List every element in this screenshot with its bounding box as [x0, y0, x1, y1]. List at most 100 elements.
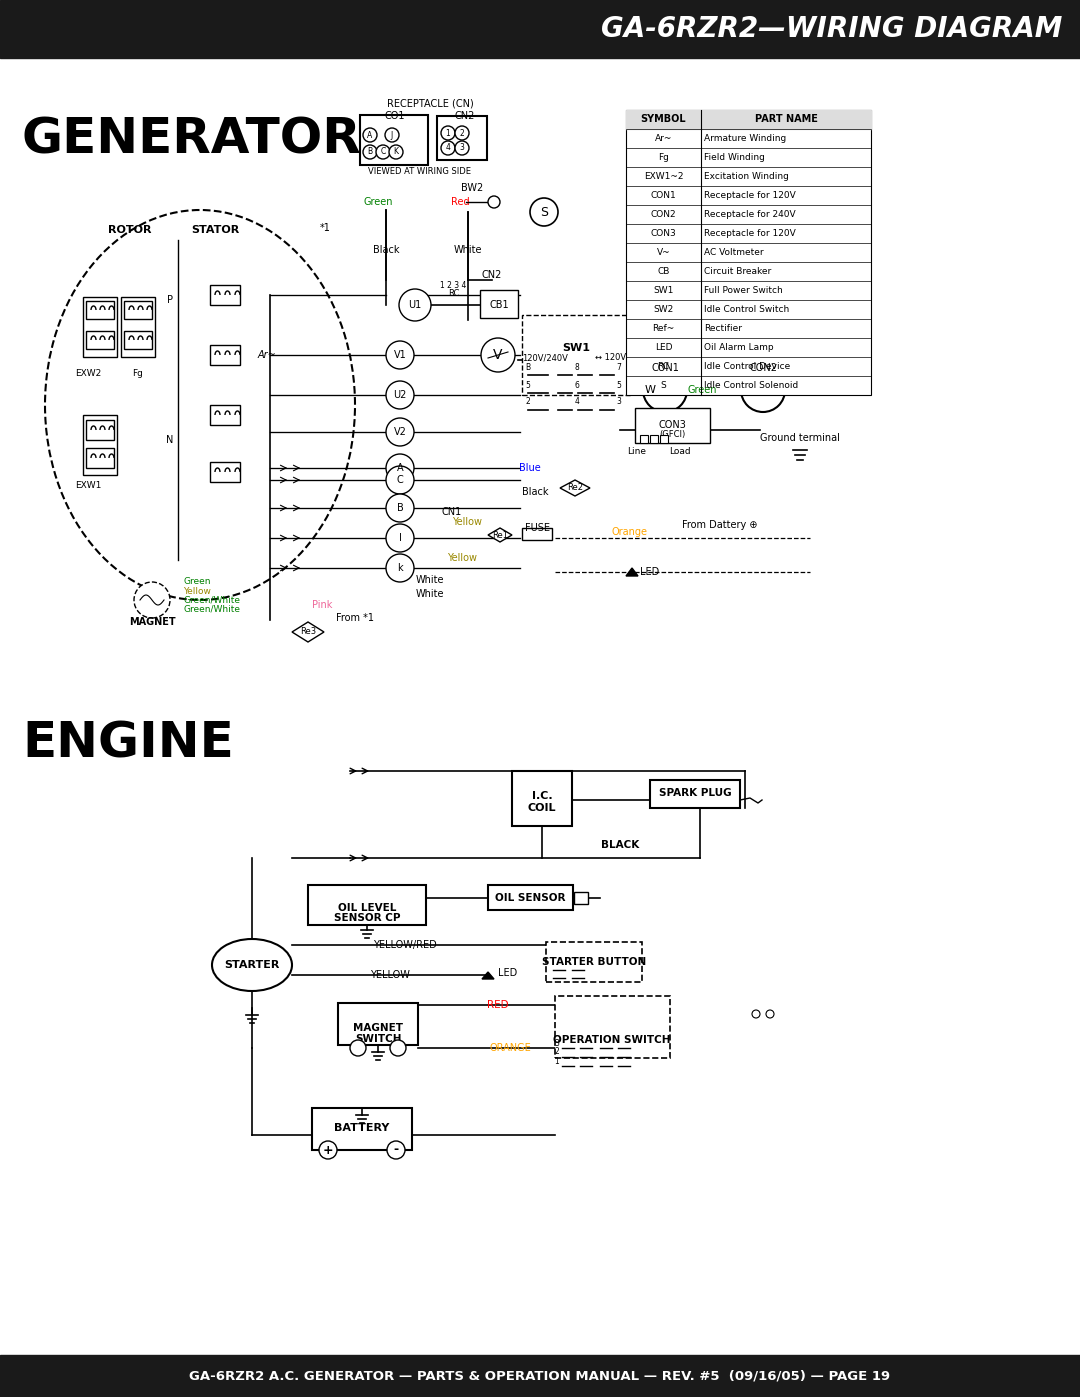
Text: BLACK: BLACK	[600, 840, 639, 849]
Text: OIL LEVEL: OIL LEVEL	[338, 902, 396, 914]
Text: EXW1: EXW1	[75, 481, 102, 489]
Text: PART NAME: PART NAME	[755, 115, 818, 124]
Text: ORANGE: ORANGE	[489, 1044, 531, 1053]
Circle shape	[386, 467, 414, 495]
Bar	[210, 462, 240, 482]
Text: Fg: Fg	[658, 154, 669, 162]
Circle shape	[350, 1039, 366, 1056]
Text: 120V/240V: 120V/240V	[522, 353, 568, 362]
Circle shape	[766, 1010, 774, 1018]
Polygon shape	[482, 972, 494, 979]
Bar	[555, 996, 670, 1058]
Text: OIL SENSOR: OIL SENSOR	[495, 893, 565, 902]
Text: AC Voltmeter: AC Voltmeter	[704, 249, 764, 257]
Bar	[83, 298, 117, 358]
Ellipse shape	[45, 210, 355, 599]
Text: From *1: From *1	[336, 613, 374, 623]
Bar	[210, 345, 240, 365]
Ellipse shape	[212, 939, 292, 990]
Text: CB1: CB1	[489, 300, 509, 310]
Text: 2: 2	[526, 398, 530, 407]
Bar	[640, 434, 648, 443]
Bar	[124, 300, 152, 319]
Bar	[522, 314, 630, 395]
Text: FUSE: FUSE	[525, 522, 550, 534]
Text: Yellow: Yellow	[447, 553, 477, 563]
Text: Pink: Pink	[312, 599, 333, 610]
Text: B: B	[367, 148, 373, 156]
Bar	[522, 528, 552, 541]
Bar	[86, 331, 114, 349]
Text: CN1: CN1	[442, 507, 462, 517]
Text: 3: 3	[617, 398, 621, 407]
Text: P: P	[167, 295, 173, 305]
Text: SW1: SW1	[562, 344, 590, 353]
Text: U2: U2	[393, 390, 407, 400]
Text: Load: Load	[670, 447, 691, 457]
Text: CN2: CN2	[482, 270, 502, 279]
Circle shape	[386, 454, 414, 482]
Circle shape	[386, 341, 414, 369]
Text: CON3: CON3	[658, 420, 686, 430]
Text: 3: 3	[554, 1038, 559, 1048]
Text: Armature Winding: Armature Winding	[704, 134, 786, 142]
Text: SPARK PLUG: SPARK PLUG	[659, 788, 731, 798]
Text: LED: LED	[654, 344, 672, 352]
Text: Receptacle for 120V: Receptacle for 120V	[704, 191, 796, 200]
Bar	[124, 331, 152, 349]
Text: Black: Black	[373, 244, 400, 256]
Bar	[0, 0, 1080, 59]
Text: EXW1~2: EXW1~2	[644, 172, 684, 182]
Text: SWITCH: SWITCH	[354, 1034, 402, 1044]
Circle shape	[386, 495, 414, 522]
Text: White: White	[416, 576, 444, 585]
Text: Idle Control Solenoid: Idle Control Solenoid	[704, 381, 798, 390]
Bar	[650, 780, 740, 807]
Text: White: White	[416, 590, 444, 599]
Text: J: J	[391, 130, 393, 140]
Text: (GFCI): (GFCI)	[659, 430, 685, 440]
Text: COIL: COIL	[528, 803, 556, 813]
Circle shape	[643, 367, 687, 412]
Bar	[308, 886, 426, 925]
Text: CN2: CN2	[455, 110, 475, 122]
Text: Orange: Orange	[612, 527, 648, 536]
Bar	[437, 116, 487, 161]
Text: W: W	[645, 386, 656, 395]
Circle shape	[376, 145, 390, 159]
Text: A: A	[396, 462, 403, 474]
Text: GA-6RZR2 A.C. GENERATOR — PARTS & OPERATION MANUAL — REV. #5  (09/16/05) — PAGE : GA-6RZR2 A.C. GENERATOR — PARTS & OPERAT…	[189, 1369, 891, 1383]
Text: Ar~: Ar~	[654, 134, 672, 142]
Text: GENERATOR: GENERATOR	[22, 115, 362, 163]
Text: I.C.: I.C.	[531, 791, 552, 800]
Circle shape	[386, 381, 414, 409]
Bar	[0, 1355, 1080, 1397]
Text: From Dattery ⊕: From Dattery ⊕	[683, 520, 758, 529]
Text: ↔ 120V: ↔ 120V	[595, 353, 626, 362]
Text: Blue: Blue	[519, 462, 541, 474]
Text: Re2: Re2	[567, 483, 583, 493]
Text: YELLOW: YELLOW	[370, 970, 410, 981]
Text: Yellow: Yellow	[453, 517, 482, 527]
Text: 4: 4	[575, 398, 580, 407]
Circle shape	[530, 198, 558, 226]
Text: YELLOW/RED: YELLOW/RED	[373, 940, 437, 950]
Text: Green: Green	[363, 197, 393, 207]
Text: 7: 7	[617, 362, 621, 372]
Text: CON2: CON2	[750, 363, 777, 373]
Text: ROTOR: ROTOR	[108, 225, 152, 235]
Circle shape	[389, 145, 403, 159]
Circle shape	[384, 129, 399, 142]
Bar	[660, 434, 669, 443]
Text: MAGNET: MAGNET	[129, 617, 175, 627]
Circle shape	[134, 583, 170, 617]
Text: V: V	[494, 348, 503, 362]
Bar	[86, 448, 114, 468]
Text: Ground terminal: Ground terminal	[760, 433, 840, 443]
Text: Yellow: Yellow	[183, 587, 211, 595]
Text: 1: 1	[446, 129, 450, 137]
Bar	[650, 434, 658, 443]
Text: STARTER: STARTER	[225, 960, 280, 970]
Text: -: -	[393, 1144, 399, 1157]
Circle shape	[363, 129, 377, 142]
